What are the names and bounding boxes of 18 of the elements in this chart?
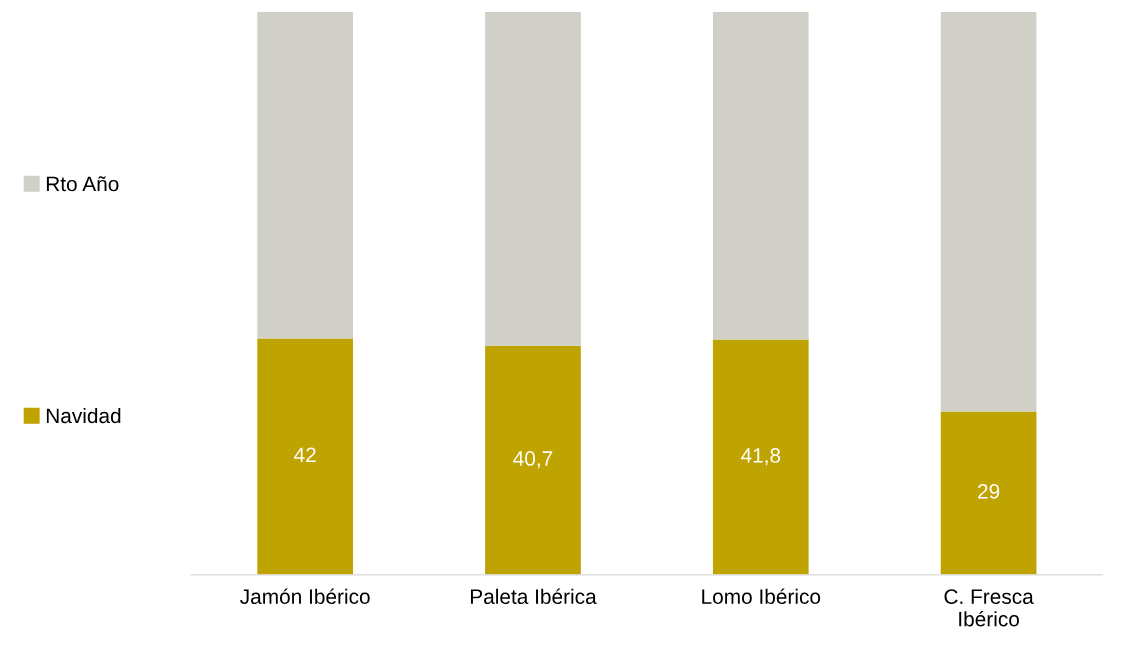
data-label: 29	[978, 484, 1000, 499]
bar	[712, 339, 809, 575]
bar	[940, 11, 1037, 412]
x-tick-label: Jamón Ibérico	[240, 588, 370, 605]
legend-label: Navidad	[46, 407, 121, 424]
bar	[940, 411, 1037, 575]
data-label: 42	[294, 447, 316, 462]
legend-label: Rto Año	[46, 176, 119, 192]
bar	[257, 11, 353, 339]
bar	[485, 11, 581, 346]
x-tick-label: Lomo Ibérico	[702, 588, 821, 605]
data-label: 41,8	[740, 448, 781, 466]
bar	[257, 338, 353, 575]
x-tick-label: C. Fresca Ibérico	[944, 589, 1034, 627]
bar	[712, 11, 809, 340]
bar	[485, 345, 581, 575]
data-label: 40,7	[513, 451, 553, 469]
x-tick-label: Paleta Ibérica	[470, 588, 597, 605]
